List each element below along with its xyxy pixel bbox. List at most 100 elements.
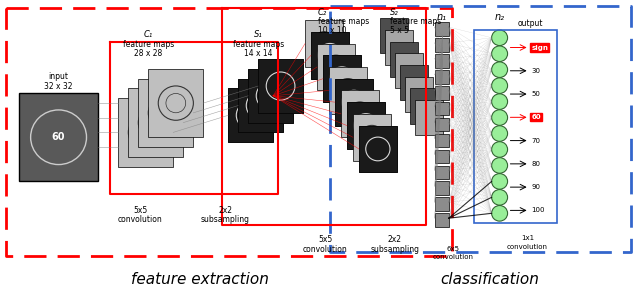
Bar — [435, 102, 449, 115]
Text: C₁: C₁ — [144, 30, 153, 39]
Text: 6x5: 6x5 — [446, 246, 460, 253]
Bar — [335, 79, 373, 126]
Bar — [329, 67, 367, 114]
Bar — [435, 22, 449, 36]
Text: convolution: convolution — [432, 254, 473, 260]
Bar — [341, 90, 379, 137]
Bar — [395, 53, 423, 88]
Bar — [335, 79, 373, 126]
Text: 100: 100 — [532, 207, 545, 213]
Bar — [228, 88, 273, 142]
Text: feature extraction: feature extraction — [131, 272, 269, 287]
Bar — [359, 126, 397, 172]
Bar — [19, 93, 99, 181]
Bar — [118, 98, 173, 166]
Circle shape — [492, 190, 508, 205]
Bar — [311, 32, 349, 79]
Text: feature maps: feature maps — [390, 17, 441, 26]
Bar — [138, 79, 193, 147]
Text: C₂: C₂ — [318, 8, 327, 17]
Text: 28 x 28: 28 x 28 — [134, 50, 163, 59]
Text: feature maps: feature maps — [232, 40, 284, 49]
Text: sign: sign — [532, 44, 548, 50]
Text: 32 x 32: 32 x 32 — [44, 82, 73, 91]
Text: 14 x 14: 14 x 14 — [244, 50, 273, 59]
Text: 60: 60 — [52, 132, 65, 142]
Circle shape — [492, 110, 508, 125]
Bar — [435, 86, 449, 99]
Text: 50: 50 — [532, 91, 540, 97]
Text: classification: classification — [440, 272, 539, 287]
Text: convolution: convolution — [303, 244, 348, 253]
Bar — [323, 55, 361, 102]
Bar — [248, 69, 293, 123]
Circle shape — [492, 174, 508, 189]
Circle shape — [492, 158, 508, 173]
Bar — [148, 69, 204, 137]
Bar — [390, 42, 418, 77]
Bar — [435, 182, 449, 195]
Bar — [435, 150, 449, 163]
Bar — [435, 118, 449, 131]
Text: convolution: convolution — [118, 215, 163, 224]
Text: n₂: n₂ — [495, 12, 504, 22]
Bar — [415, 100, 443, 135]
Text: n₁: n₁ — [436, 12, 447, 22]
Circle shape — [492, 94, 508, 109]
Bar — [228, 88, 273, 142]
Text: 2x2: 2x2 — [388, 235, 402, 244]
Text: 5x5: 5x5 — [318, 235, 332, 244]
Bar — [258, 59, 303, 113]
Bar — [323, 55, 361, 102]
Circle shape — [492, 30, 508, 46]
Text: feature maps: feature maps — [318, 17, 369, 26]
Bar — [435, 134, 449, 147]
Text: 90: 90 — [532, 184, 541, 190]
Text: S₂: S₂ — [390, 8, 399, 17]
Text: subsampling: subsampling — [371, 244, 419, 253]
Bar — [347, 102, 385, 149]
Bar — [311, 32, 349, 79]
Bar — [435, 166, 449, 179]
Text: 5x5: 5x5 — [133, 206, 147, 215]
Circle shape — [492, 62, 508, 77]
Bar — [435, 38, 449, 52]
Text: output: output — [518, 19, 543, 28]
Text: 2x2: 2x2 — [218, 206, 232, 215]
Text: 1x1: 1x1 — [521, 235, 534, 241]
Bar — [435, 213, 449, 227]
Text: 5 x 5: 5 x 5 — [390, 26, 409, 35]
Circle shape — [492, 206, 508, 221]
Text: 70: 70 — [532, 137, 541, 144]
Circle shape — [492, 46, 508, 61]
Bar — [380, 18, 408, 53]
Bar — [353, 114, 391, 161]
Bar — [405, 77, 433, 112]
Bar — [258, 59, 303, 113]
Text: 80: 80 — [532, 161, 541, 167]
Bar — [248, 69, 293, 123]
Circle shape — [492, 142, 508, 157]
Text: subsampling: subsampling — [201, 215, 250, 224]
Bar — [435, 54, 449, 68]
Circle shape — [492, 78, 508, 93]
Bar — [347, 102, 385, 149]
Bar — [400, 65, 428, 100]
Bar — [305, 20, 343, 67]
Bar — [410, 88, 438, 124]
Text: convolution: convolution — [507, 244, 548, 250]
Bar — [238, 79, 283, 132]
Text: feature maps: feature maps — [123, 40, 174, 49]
Text: 10 x 10: 10 x 10 — [318, 26, 346, 35]
Bar — [385, 30, 413, 65]
Text: 30: 30 — [532, 68, 541, 74]
Text: S₁: S₁ — [253, 30, 262, 39]
Bar — [435, 197, 449, 211]
Bar — [317, 44, 355, 90]
Text: input: input — [49, 72, 68, 81]
Bar — [129, 88, 183, 157]
Bar — [359, 126, 397, 172]
Text: 60: 60 — [532, 114, 541, 120]
Bar — [238, 79, 283, 132]
Circle shape — [492, 126, 508, 141]
